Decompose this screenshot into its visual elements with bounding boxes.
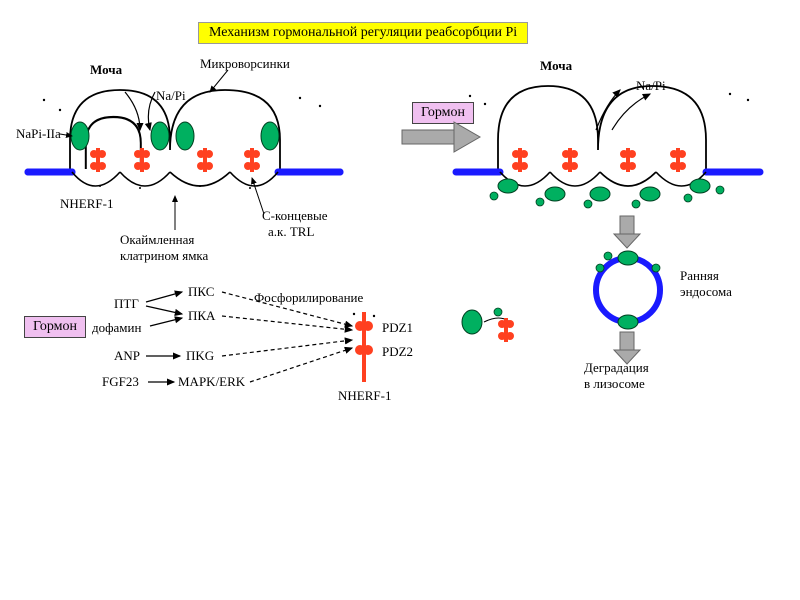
early-endosome: [596, 251, 660, 329]
label-mapk: MAPK/ERK: [178, 374, 245, 390]
label-nherf1: NHERF-1: [60, 196, 113, 212]
label-early-endosome-line2: эндосома: [680, 284, 732, 300]
label-degradation-line1: Деградация: [584, 360, 649, 376]
diagram-title: Механизм гормональной регуляции реабсорб…: [198, 22, 528, 44]
arrow-to-endosome: [614, 216, 640, 248]
hormone-box-bottom: Гормон: [24, 316, 86, 338]
label-early-endosome-line1: Ранняя: [680, 268, 719, 284]
detached-complex: [462, 308, 514, 342]
label-napi-iia: NaPi-IIa: [16, 126, 61, 142]
label-clathrin-pit-line1: Окаймленная: [120, 232, 194, 248]
label-cterm-line1: С-концевые: [262, 208, 327, 224]
label-cterm-line2: а.к. TRL: [268, 224, 314, 240]
label-pdz2: PDZ2: [382, 344, 413, 360]
label-pka: ПКА: [188, 308, 215, 324]
right-cell-group: [456, 86, 760, 208]
label-pkg: ПKG: [186, 348, 214, 364]
nherf-diagram: [353, 312, 375, 382]
label-pkc: ПКС: [188, 284, 214, 300]
label-dopamine: дофамин: [92, 320, 141, 336]
label-nherf1-bottom: NHERF-1: [338, 388, 391, 404]
label-pdz1: PDZ1: [382, 320, 413, 336]
hormone-arrow-top: [402, 122, 480, 152]
label-fgf23: FGF23: [102, 374, 139, 390]
label-napi: Na/Pi: [156, 88, 186, 104]
label-phosphorylation: Фосфорилирование: [254, 290, 363, 306]
label-urine-right: Моча: [540, 58, 572, 74]
label-urine-left: Моча: [90, 62, 122, 78]
label-degradation-line2: в лизосоме: [584, 376, 645, 392]
label-pth: ПТГ: [114, 296, 139, 312]
label-microvilli: Микроворсинки: [200, 56, 290, 72]
label-clathrin-pit-line2: клатрином ямка: [120, 248, 208, 264]
label-anp: ANP: [114, 348, 140, 364]
hormone-box-top: Гормон: [412, 102, 474, 124]
label-napi-right: Na/Pi: [636, 78, 666, 94]
